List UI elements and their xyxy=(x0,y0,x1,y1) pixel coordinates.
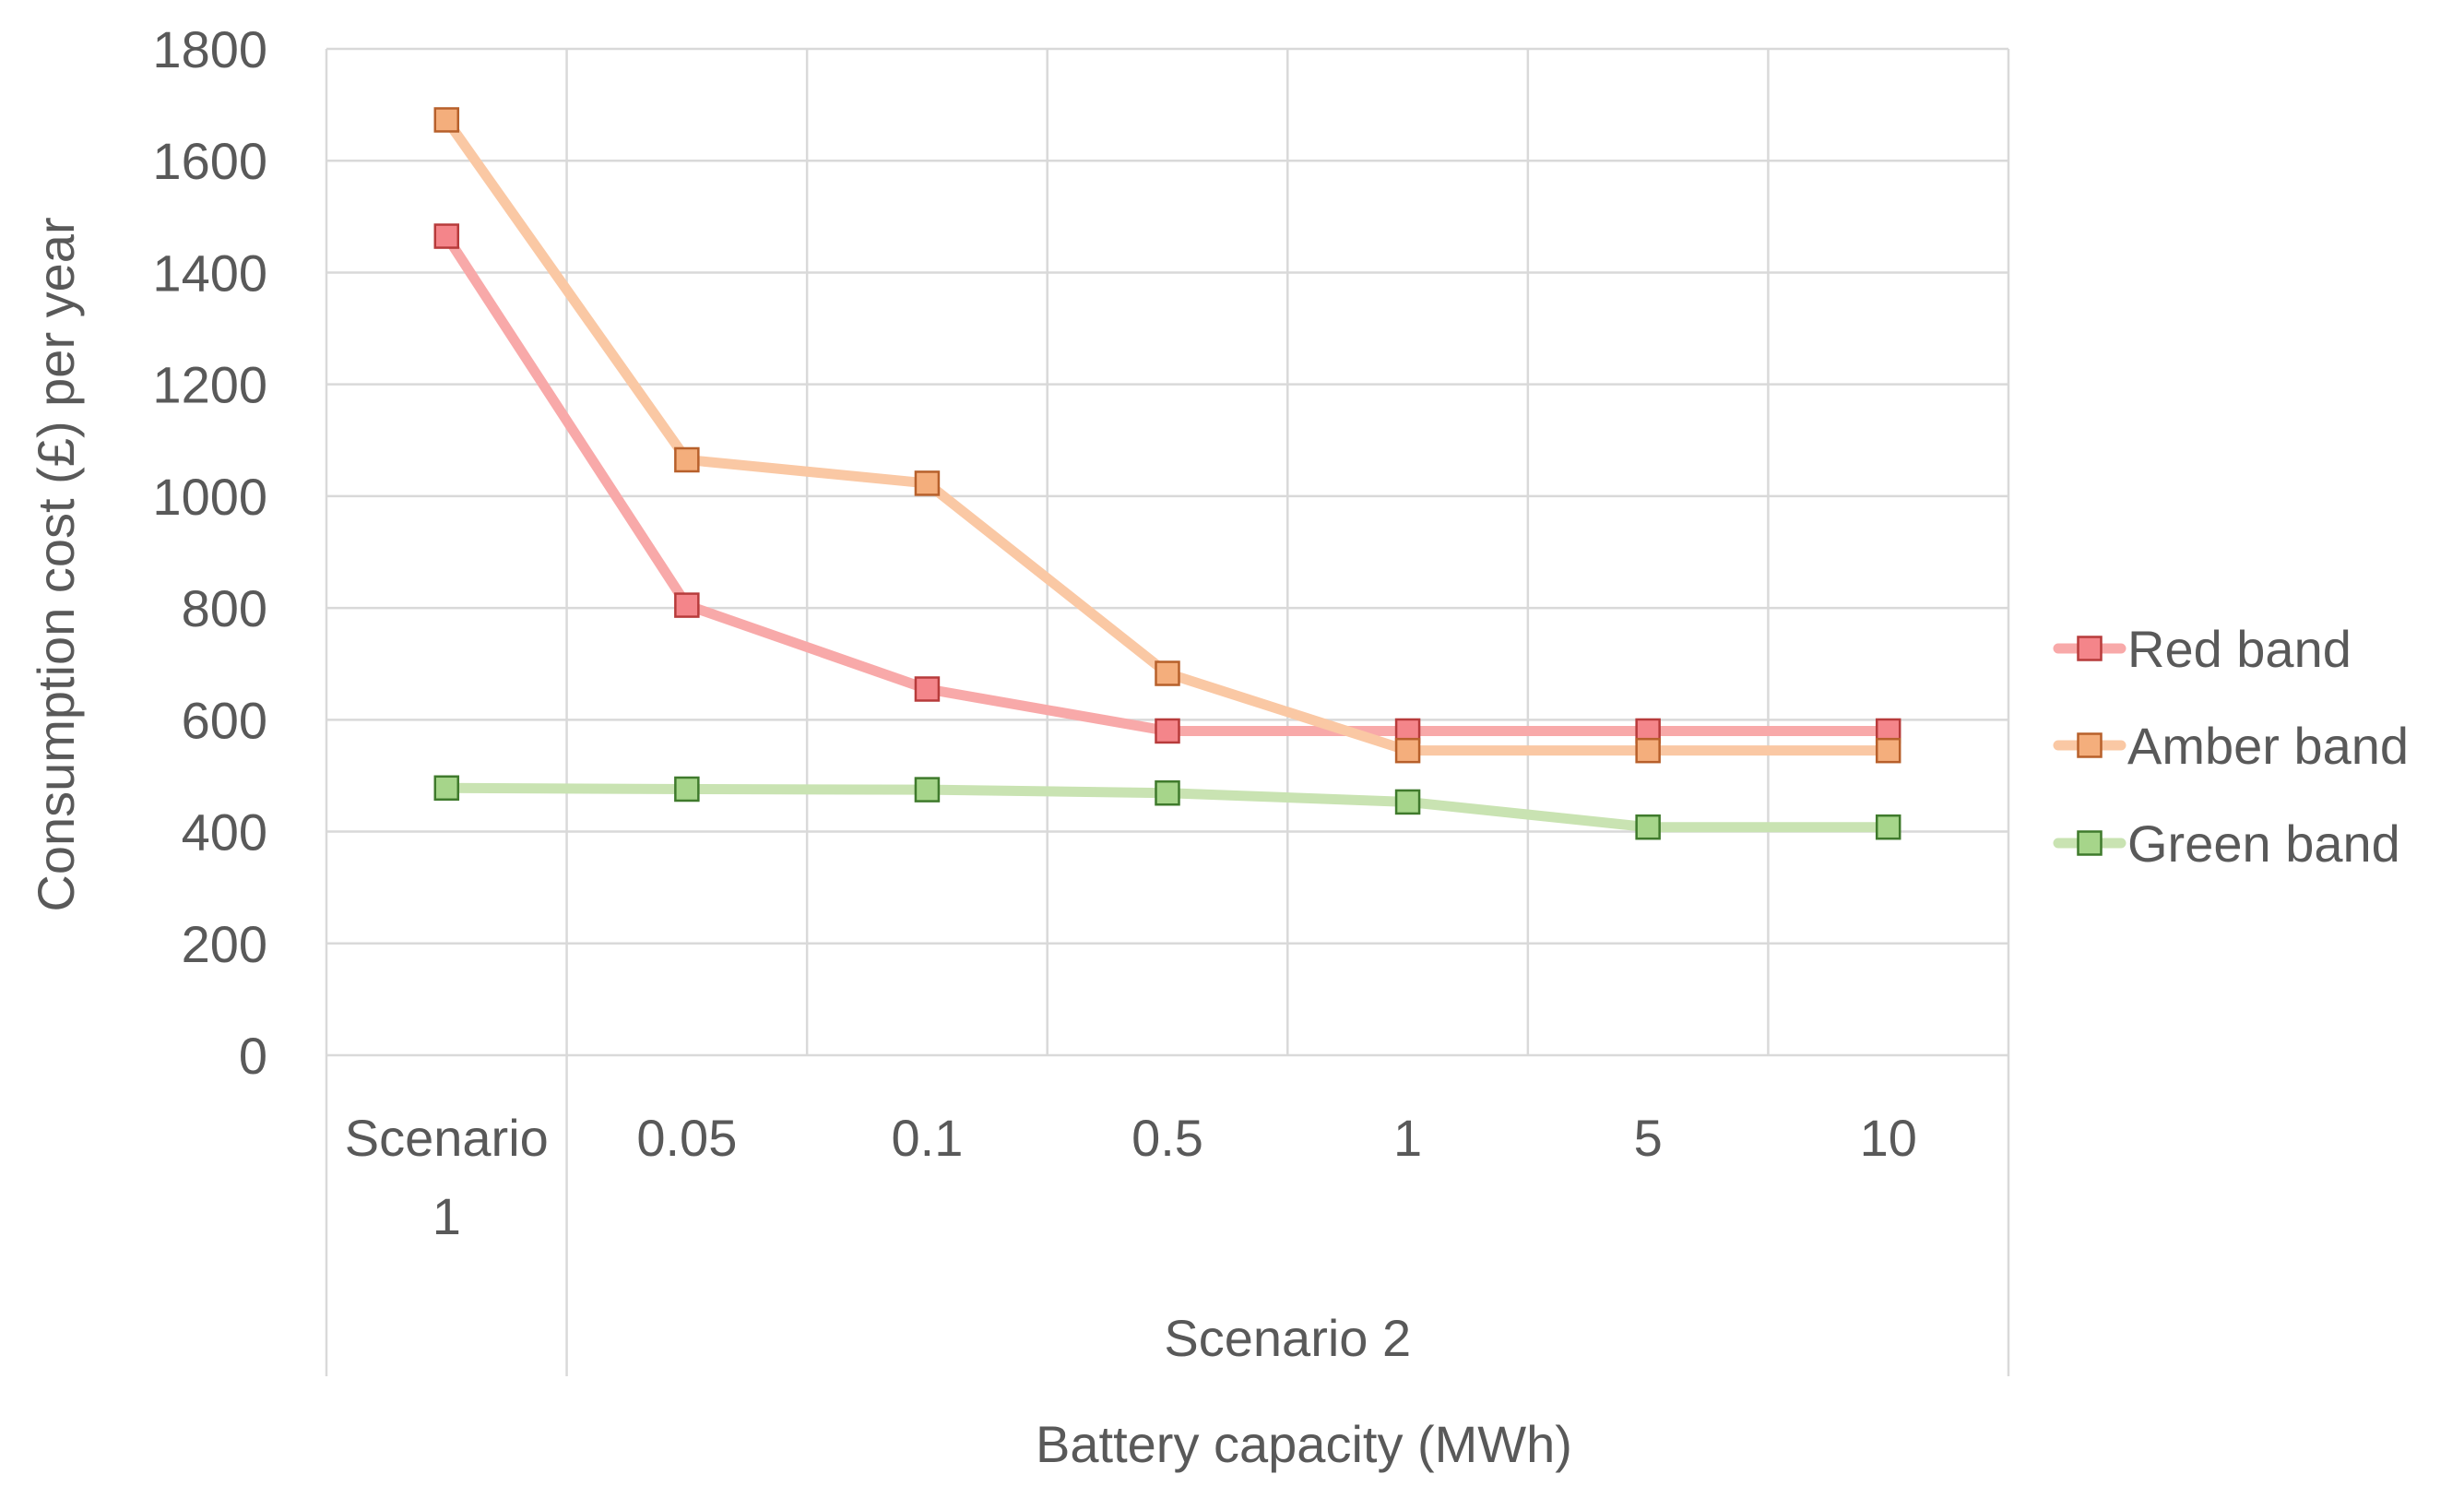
y-tick-label: 800 xyxy=(182,579,267,637)
y-tick-label: 400 xyxy=(182,803,267,862)
data-point-amber-band xyxy=(433,107,460,133)
legend-swatch-marker xyxy=(2077,636,2103,661)
data-point-red-band xyxy=(1155,718,1180,744)
legend-item-red-band: Red band xyxy=(2053,620,2351,678)
legend-item-green-band: Green band xyxy=(2053,814,2400,873)
data-point-amber-band xyxy=(1635,737,1661,764)
data-point-amber-band xyxy=(1155,660,1180,686)
data-point-green-band xyxy=(1875,814,1901,840)
x-tick-label: 10 xyxy=(1860,1109,1917,1167)
legend-swatch-marker xyxy=(2077,732,2103,758)
y-tick-label: 1400 xyxy=(152,244,267,302)
data-point-amber-band xyxy=(914,470,941,496)
x-axis-ticks: Scenario 1 0.05 0.1 0.5 1 5 10 xyxy=(345,1109,1917,1245)
data-point-green-band xyxy=(914,777,941,802)
y-tick-label: 600 xyxy=(182,691,267,749)
data-point-amber-band xyxy=(1394,737,1421,764)
x-tick-label-line2: 1 xyxy=(432,1187,461,1245)
x-axis-title: Battery capacity (MWh) xyxy=(1036,1415,1572,1473)
legend-swatch-marker xyxy=(2077,830,2103,856)
legend-label: Green band xyxy=(2127,814,2400,873)
y-tick-label: 0 xyxy=(239,1027,267,1085)
data-point-green-band xyxy=(1635,814,1661,840)
group-label-scenario-2: Scenario 2 xyxy=(1164,1309,1411,1367)
data-point-amber-band xyxy=(1875,737,1901,764)
gridlines xyxy=(325,47,2010,1057)
series-layer xyxy=(433,107,1901,840)
y-axis-ticks: 0 200 400 600 800 1000 1200 1400 1600 1800 xyxy=(152,20,267,1085)
legend-label: Red band xyxy=(2127,620,2351,678)
y-axis-title: Consumption cost (£) per year xyxy=(27,217,85,911)
data-point-green-band xyxy=(433,775,460,802)
data-point-green-band xyxy=(674,776,700,802)
x-tick-label: 5 xyxy=(1634,1109,1663,1167)
series-amber-band xyxy=(433,107,1901,764)
data-point-red-band xyxy=(914,676,941,702)
y-tick-label: 200 xyxy=(182,915,267,973)
y-tick-label: 1600 xyxy=(152,132,267,190)
data-point-red-band xyxy=(674,592,700,618)
x-tick-label: 0.05 xyxy=(636,1109,737,1167)
x-tick-label: 1 xyxy=(1393,1109,1422,1167)
y-tick-label: 1000 xyxy=(152,468,267,526)
data-point-amber-band xyxy=(674,446,700,473)
series-green-band xyxy=(433,775,1901,840)
data-point-green-band xyxy=(1394,789,1421,815)
y-tick-label: 1800 xyxy=(152,20,267,78)
data-point-red-band xyxy=(433,223,460,249)
category-axis-frame xyxy=(325,1055,2010,1376)
x-tick-label: 0.5 xyxy=(1131,1109,1203,1167)
x-tick-label: Scenario xyxy=(345,1109,549,1167)
legend: Red band Amber band Green band xyxy=(2053,620,2409,873)
legend-item-amber-band: Amber band xyxy=(2053,717,2409,775)
data-point-green-band xyxy=(1155,779,1180,806)
series-red-band xyxy=(433,223,1901,744)
y-tick-label: 1200 xyxy=(152,356,267,414)
series-line-amber-band xyxy=(441,114,1894,756)
legend-label: Amber band xyxy=(2127,717,2409,775)
x-tick-label: 0.1 xyxy=(891,1109,963,1167)
series-line-red-band xyxy=(441,231,1894,736)
